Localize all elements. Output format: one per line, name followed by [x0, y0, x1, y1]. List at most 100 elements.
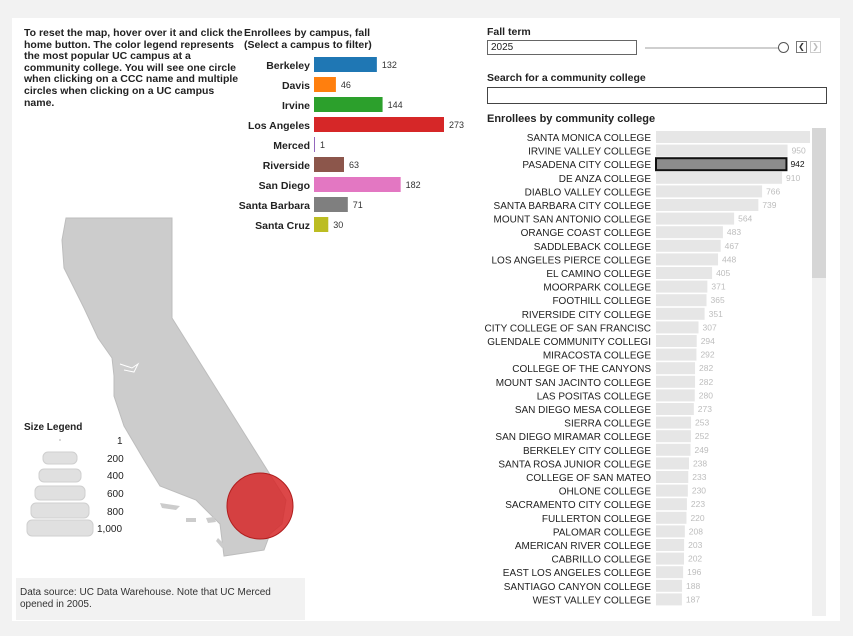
ccc-label-miracosta-college[interactable]: MIRACOSTA COLLEGE: [543, 351, 652, 362]
ccc-bar-moorpark-college[interactable]: [656, 280, 708, 293]
ccc-bar-sacramento-city-college[interactable]: [656, 498, 687, 511]
ccc-label-west-valley-college[interactable]: WEST VALLEY COLLEGE: [533, 595, 652, 606]
campus-label-san-diego[interactable]: San Diego: [259, 180, 310, 192]
ccc-label-riverside-city-college[interactable]: RIVERSIDE CITY COLLEGE: [522, 310, 652, 321]
enrollment-circle[interactable]: [226, 472, 294, 540]
ccc-bar-palomar-college[interactable]: [656, 525, 685, 538]
ccc-bar-los-angeles-pierce-college[interactable]: [656, 253, 719, 266]
ccc-bar-fullerton-college[interactable]: [656, 511, 687, 524]
ccc-label-ohlone-college[interactable]: OHLONE COLLEGE: [559, 487, 652, 498]
search-label: Search for a community college: [487, 72, 646, 84]
ccc-bar-las-positas-college[interactable]: [656, 389, 695, 402]
campus-label-los-angeles[interactable]: Los Angeles: [248, 120, 310, 132]
ccc-bar-diablo-valley-college[interactable]: [656, 185, 763, 198]
campus-label-santa-cruz[interactable]: Santa Cruz: [255, 220, 310, 232]
ccc-label-glendale-community-collegi[interactable]: GLENDALE COMMUNITY COLLEGI: [487, 337, 651, 348]
chevron-left-icon[interactable]: ❮: [796, 41, 807, 53]
ccc-bar-college-of-the-canyons[interactable]: [656, 362, 696, 375]
campus-bar-irvine[interactable]: [314, 97, 383, 112]
ccc-label-city-college-of-san-francisc[interactable]: CITY COLLEGE OF SAN FRANCISC: [484, 323, 651, 334]
ccc-label-east-los-angeles-college[interactable]: EAST LOS ANGELES COLLEGE: [503, 568, 652, 579]
ccc-bar-santiago-canyon-college[interactable]: [656, 579, 683, 592]
chevron-right-icon[interactable]: ❯: [810, 41, 821, 53]
california-map[interactable]: [20, 200, 300, 570]
ccc-bar-mount-san-jacinto-college[interactable]: [656, 375, 696, 388]
ccc-scrollbar-thumb[interactable]: [812, 128, 826, 278]
ccc-bar-saddleback-college[interactable]: [656, 239, 721, 252]
ccc-label-el-camino-college[interactable]: EL CAMINO COLLEGE: [546, 269, 651, 280]
ccc-label-de-anza-college[interactable]: DE ANZA COLLEGE: [559, 174, 652, 185]
ccc-label-foothill-college[interactable]: FOOTHILL COLLEGE: [552, 296, 651, 307]
ccc-bar-santa-rosa-junior-college[interactable]: [656, 457, 689, 470]
ccc-label-diablo-valley-college[interactable]: DIABLO VALLEY COLLEGE: [525, 187, 652, 198]
ccc-bar-east-los-angeles-college[interactable]: [656, 566, 684, 579]
ccc-bar-ohlone-college[interactable]: [656, 484, 688, 497]
ccc-bar-foothill-college[interactable]: [656, 294, 707, 307]
campus-label-davis[interactable]: Davis: [282, 80, 310, 92]
search-input[interactable]: [487, 87, 827, 104]
ccc-bar-irvine-valley-college[interactable]: [656, 144, 788, 157]
ccc-label-fullerton-college[interactable]: FULLERTON COLLEGE: [542, 514, 651, 525]
ccc-bar-de-anza-college[interactable]: [656, 171, 783, 184]
ccc-bar-city-college-of-san-francisc[interactable]: [656, 321, 699, 334]
campus-bar-los-angeles[interactable]: [314, 117, 444, 132]
ccc-label-american-river-college[interactable]: AMERICAN RIVER COLLEGE: [515, 541, 651, 552]
ccc-label-mount-san-antonio-college[interactable]: MOUNT SAN ANTONIO COLLEGE: [494, 215, 652, 226]
ccc-label-saddleback-college[interactable]: SADDLEBACK COLLEGE: [534, 242, 652, 253]
campus-bar-santa-cruz[interactable]: [314, 217, 329, 232]
ccc-label-los-angeles-pierce-college[interactable]: LOS ANGELES PIERCE COLLEGE: [491, 255, 651, 266]
campus-bar-berkeley[interactable]: [314, 57, 377, 72]
fall-term-slider-track[interactable]: [645, 47, 782, 49]
ccc-bar-selected[interactable]: [655, 157, 788, 172]
ccc-bar-santa-monica-college[interactable]: [656, 131, 810, 143]
campus-label-riverside[interactable]: Riverside: [263, 160, 310, 172]
ccc-label-cabrillo-college[interactable]: CABRILLO COLLEGE: [552, 555, 652, 566]
ccc-label-orange-coast-college[interactable]: ORANGE COAST COLLEGE: [521, 228, 652, 239]
ccc-label-santa-rosa-junior-college[interactable]: SANTA ROSA JUNIOR COLLEGE: [498, 459, 651, 470]
ccc-label-pasadena-city-college[interactable]: PASADENA CITY COLLEGE: [522, 160, 651, 171]
ccc-label-sacramento-city-college[interactable]: SACRAMENTO CITY COLLEGE: [505, 500, 651, 511]
ccc-label-moorpark-college[interactable]: MOORPARK COLLEGE: [543, 283, 651, 294]
ccc-label-palomar-college[interactable]: PALOMAR COLLEGE: [553, 527, 652, 538]
ccc-bar-san-diego-mesa-college[interactable]: [656, 403, 694, 415]
ccc-label-sierra-college[interactable]: SIERRA COLLEGE: [564, 419, 651, 430]
ccc-label-santiago-canyon-college[interactable]: SANTIAGO CANYON COLLEGE: [504, 582, 652, 593]
campus-label-berkeley[interactable]: Berkeley: [266, 60, 310, 72]
ccc-label-las-positas-college[interactable]: LAS POSITAS COLLEGE: [537, 391, 652, 402]
ccc-bar-sierra-college[interactable]: [656, 416, 692, 429]
campus-label-merced[interactable]: Merced: [273, 140, 310, 152]
ccc-label-santa-barbara-city-college[interactable]: SANTA BARBARA CITY COLLEGE: [494, 201, 652, 212]
campus-bar-merced[interactable]: [314, 137, 315, 152]
ccc-bar-orange-coast-college[interactable]: [656, 226, 723, 239]
ccc-bar-college-of-san-mateo[interactable]: [656, 471, 689, 483]
ccc-label-berkeley-city-college[interactable]: BERKELEY CITY COLLEGE: [523, 446, 651, 457]
campus-bar-davis[interactable]: [314, 77, 336, 92]
campus-bar-chart[interactable]: Berkeley 132 Davis 46 Irvine 144 Los Angeles 27…: [236, 54, 486, 234]
ccc-bar-miracosta-college[interactable]: [656, 348, 697, 361]
ccc-label-san-diego-mesa-college[interactable]: SAN DIEGO MESA COLLEGE: [515, 405, 651, 416]
ccc-label-college-of-the-canyons[interactable]: COLLEGE OF THE CANYONS: [512, 364, 651, 375]
ccc-label-college-of-san-mateo[interactable]: COLLEGE OF SAN MATEO: [526, 473, 651, 484]
ccc-label-san-diego-miramar-college[interactable]: SAN DIEGO MIRAMAR COLLEGE: [495, 432, 651, 443]
ccc-bar-berkeley-city-college[interactable]: [656, 443, 691, 456]
ccc-label-mount-san-jacinto-college[interactable]: MOUNT SAN JACINTO COLLEGE: [496, 378, 652, 389]
ccc-bar-riverside-city-college[interactable]: [656, 307, 705, 320]
ccc-bar-west-valley-college[interactable]: [656, 593, 682, 606]
ccc-bar-glendale-community-collegi[interactable]: [656, 335, 697, 347]
ccc-bar-american-river-college[interactable]: [656, 539, 685, 551]
fall-term-slider-knob[interactable]: [778, 42, 789, 53]
campus-label-santa-barbara[interactable]: Santa Barbara: [239, 200, 310, 212]
ccc-label-santa-monica-college[interactable]: SANTA MONICA COLLEGE: [527, 133, 652, 144]
ccc-bar-san-diego-miramar-college[interactable]: [656, 430, 691, 443]
ccc-label-irvine-valley-college[interactable]: IRVINE VALLEY COLLEGE: [528, 147, 651, 158]
ccc-bar-mount-san-antonio-college[interactable]: [656, 212, 735, 225]
ccc-bar-cabrillo-college[interactable]: [656, 552, 684, 565]
ccc-bar-santa-barbara-city-college[interactable]: [656, 199, 759, 211]
campus-bar-san-diego[interactable]: [314, 177, 401, 192]
ccc-bar-el-camino-college[interactable]: [656, 267, 713, 279]
campus-bar-santa-barbara[interactable]: [314, 197, 348, 212]
fall-term-value[interactable]: 2025: [487, 40, 637, 55]
campus-bar-riverside[interactable]: [314, 157, 344, 172]
campus-label-irvine[interactable]: Irvine: [282, 100, 310, 112]
